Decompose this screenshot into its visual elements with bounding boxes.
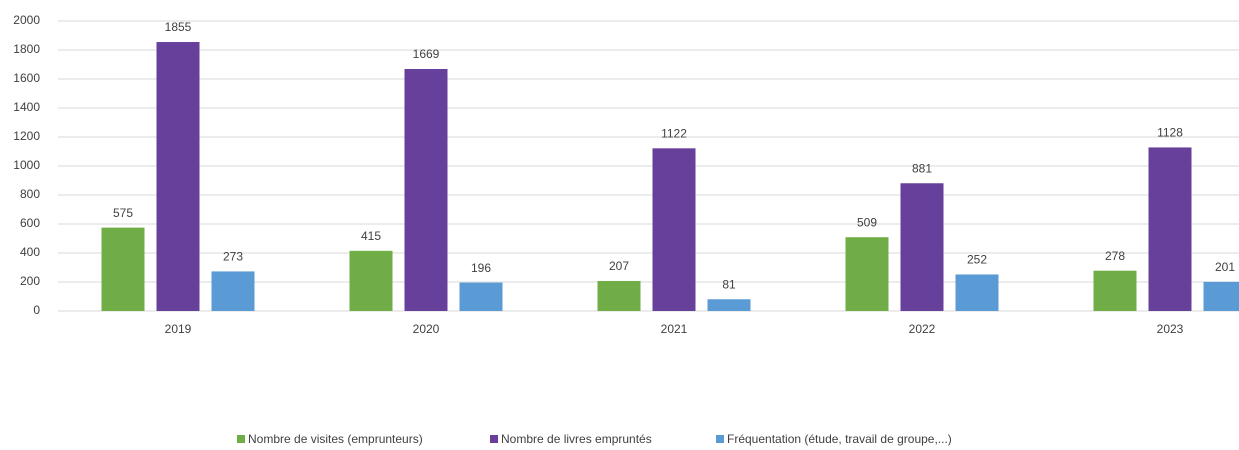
data-label: 1669 xyxy=(413,47,440,61)
data-label: 1128 xyxy=(1157,126,1183,140)
data-label: 201 xyxy=(1215,260,1235,274)
bar xyxy=(707,299,751,311)
data-label: 1855 xyxy=(165,20,192,34)
legend-label: Fréquentation (étude, travail de groupe,… xyxy=(727,432,952,446)
legend-swatch xyxy=(716,435,724,443)
y-tick-label: 1000 xyxy=(13,158,40,172)
y-tick-label: 600 xyxy=(20,216,40,230)
bar xyxy=(955,274,999,311)
bar xyxy=(211,271,255,311)
y-tick-label: 1400 xyxy=(13,100,40,114)
y-tick-label: 200 xyxy=(20,274,40,288)
bar xyxy=(1148,147,1192,311)
bar xyxy=(404,68,448,312)
bar xyxy=(652,148,696,311)
data-label: 278 xyxy=(1105,249,1125,263)
data-label: 1122 xyxy=(661,126,687,140)
bar xyxy=(1093,270,1137,311)
x-tick-label: 2020 xyxy=(413,322,440,336)
y-tick-label: 1800 xyxy=(13,42,40,56)
data-label: 207 xyxy=(609,259,629,273)
bar xyxy=(597,280,641,311)
data-label: 415 xyxy=(361,229,381,243)
y-tick-label: 0 xyxy=(33,303,40,317)
bar xyxy=(900,183,944,311)
legend-swatch xyxy=(490,435,498,443)
x-tick-label: 2022 xyxy=(909,322,936,336)
x-tick-label: 2023 xyxy=(1157,322,1184,336)
data-label: 252 xyxy=(967,253,987,267)
y-tick-label: 2000 xyxy=(13,13,40,27)
y-tick-label: 1200 xyxy=(13,129,40,143)
bar xyxy=(101,227,145,311)
bar xyxy=(459,282,503,311)
x-tick-label: 2021 xyxy=(661,322,688,336)
bar xyxy=(1203,281,1239,311)
data-label: 196 xyxy=(471,261,491,275)
x-tick-label: 2019 xyxy=(165,322,192,336)
data-label: 881 xyxy=(912,161,932,175)
bar xyxy=(349,250,393,311)
data-label: 81 xyxy=(722,277,736,291)
y-tick-label: 1600 xyxy=(13,71,40,85)
data-label: 575 xyxy=(113,206,133,220)
legend-swatch xyxy=(237,435,245,443)
y-tick-label: 800 xyxy=(20,187,40,201)
legend-label: Nombre de visites (emprunteurs) xyxy=(248,432,423,446)
y-tick-label: 400 xyxy=(20,245,40,259)
legend-label: Nombre de livres empruntés xyxy=(501,432,652,446)
data-label: 509 xyxy=(857,215,877,229)
data-label: 273 xyxy=(223,250,243,264)
bar xyxy=(845,237,889,311)
bar xyxy=(156,42,200,312)
